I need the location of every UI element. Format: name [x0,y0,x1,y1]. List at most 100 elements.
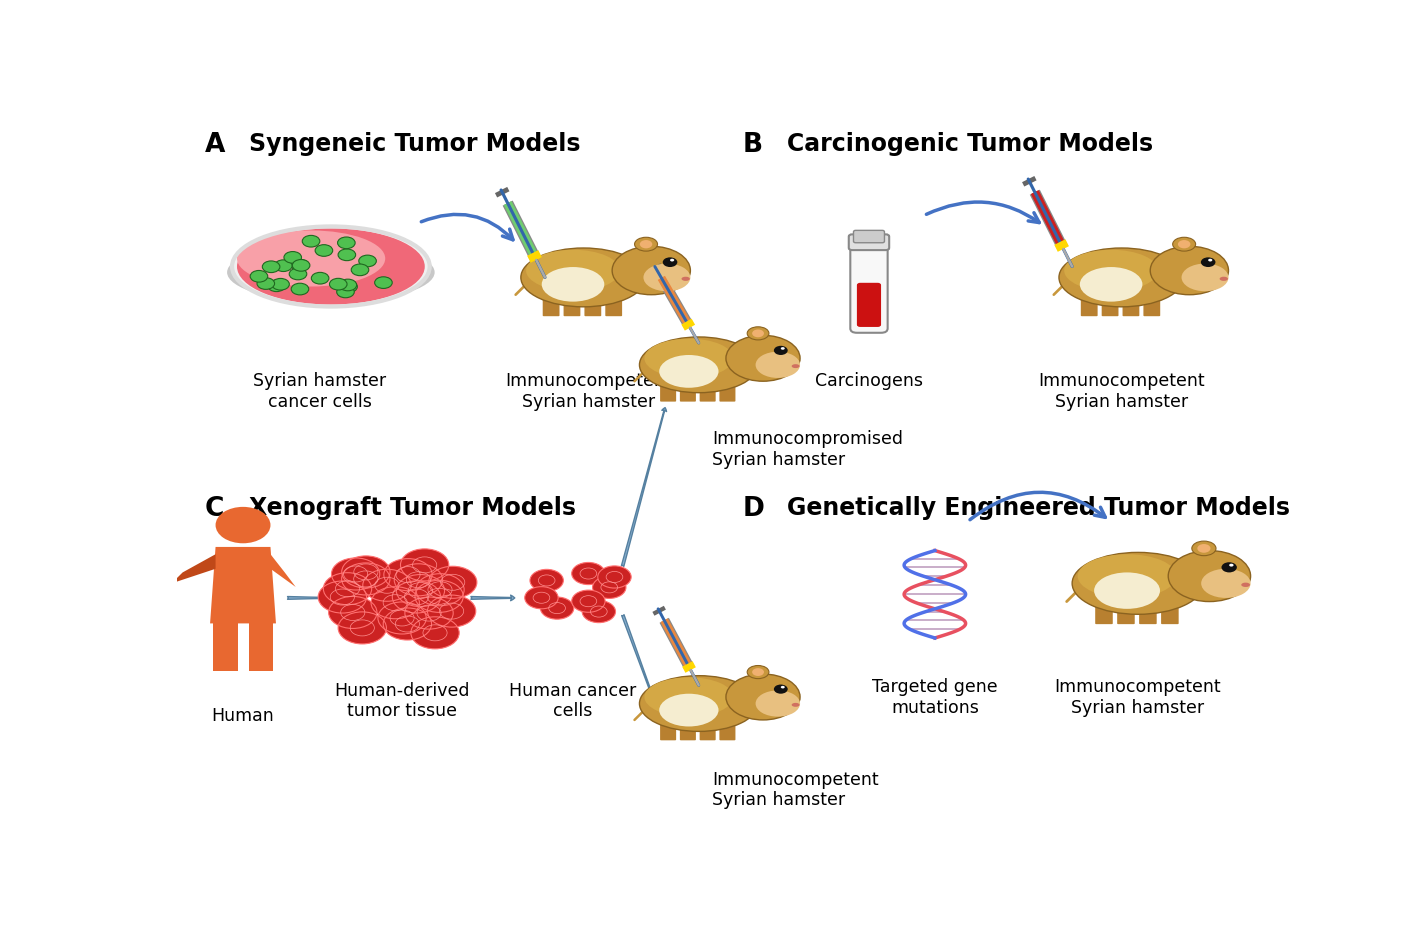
Polygon shape [210,547,276,623]
Circle shape [384,559,432,590]
Ellipse shape [792,703,799,707]
Circle shape [383,608,432,640]
Ellipse shape [645,339,734,378]
FancyBboxPatch shape [720,725,735,741]
Circle shape [340,281,357,292]
Circle shape [540,597,574,620]
Circle shape [337,237,356,249]
Ellipse shape [645,677,734,717]
FancyBboxPatch shape [720,386,735,402]
Ellipse shape [792,364,799,368]
Ellipse shape [526,250,621,291]
FancyBboxPatch shape [543,300,560,316]
Text: Immunocompetent
Syrian hamster: Immunocompetent Syrian hamster [1039,372,1204,411]
Ellipse shape [639,337,758,393]
Circle shape [1229,564,1234,567]
Circle shape [774,685,788,693]
Ellipse shape [752,329,764,338]
Text: Carcinogens: Carcinogens [815,372,922,390]
FancyBboxPatch shape [1144,300,1161,316]
Ellipse shape [227,242,435,303]
Ellipse shape [1173,237,1196,251]
Text: Syngeneic Tumor Models: Syngeneic Tumor Models [248,131,580,156]
Circle shape [374,277,393,289]
Text: Immunocompromised
Syrian hamster: Immunocompromised Syrian hamster [711,430,903,469]
Circle shape [290,283,309,295]
Ellipse shape [1197,544,1210,552]
Circle shape [332,558,380,590]
Circle shape [524,587,558,609]
Ellipse shape [1168,551,1251,602]
Polygon shape [171,554,215,584]
Circle shape [330,278,347,290]
Text: Genetically Engineered Tumor Models: Genetically Engineered Tumor Models [786,496,1289,520]
FancyBboxPatch shape [1095,606,1112,624]
FancyBboxPatch shape [853,231,884,243]
Circle shape [394,564,442,596]
Text: Immunocompetent
Syrian hamster: Immunocompetent Syrian hamster [711,771,879,810]
Circle shape [1221,562,1237,572]
Text: D: D [743,496,765,522]
Text: C: C [204,496,224,522]
FancyBboxPatch shape [680,725,696,741]
Circle shape [363,569,411,602]
FancyBboxPatch shape [605,300,622,316]
FancyBboxPatch shape [700,725,716,741]
FancyBboxPatch shape [1139,606,1156,624]
Ellipse shape [1094,572,1161,609]
Circle shape [405,597,453,629]
Circle shape [302,236,320,247]
Ellipse shape [521,248,646,307]
Circle shape [530,569,564,591]
Ellipse shape [755,691,801,717]
Ellipse shape [1192,541,1216,555]
Circle shape [571,563,605,585]
FancyBboxPatch shape [700,386,716,402]
FancyBboxPatch shape [850,238,887,333]
Ellipse shape [1202,569,1251,598]
FancyBboxPatch shape [564,300,581,316]
FancyBboxPatch shape [1117,606,1135,624]
Circle shape [670,258,674,261]
Text: Immunocompetent
Syrian hamster: Immunocompetent Syrian hamster [506,372,672,411]
Bar [248,622,272,671]
Ellipse shape [659,355,718,388]
Ellipse shape [1220,277,1229,281]
Text: Syrian hamster
cancer cells: Syrian hamster cancer cells [254,372,387,411]
Ellipse shape [755,352,801,378]
Ellipse shape [1073,552,1204,614]
FancyBboxPatch shape [660,386,676,402]
Circle shape [339,249,356,261]
Circle shape [315,245,333,256]
Ellipse shape [726,674,801,720]
Ellipse shape [747,666,769,678]
Circle shape [428,595,476,627]
Ellipse shape [682,277,690,281]
Text: Human cancer
cells: Human cancer cells [509,682,636,721]
Text: B: B [743,131,762,158]
Circle shape [339,612,387,644]
FancyBboxPatch shape [1161,606,1179,624]
Circle shape [1209,258,1213,261]
Ellipse shape [1151,246,1229,295]
Ellipse shape [237,228,425,305]
Circle shape [337,286,354,298]
Circle shape [598,566,631,588]
Circle shape [351,264,368,275]
Ellipse shape [635,237,657,251]
Circle shape [312,272,329,284]
Circle shape [329,596,377,628]
Ellipse shape [232,226,429,307]
FancyBboxPatch shape [1081,300,1098,316]
Circle shape [592,576,626,599]
Circle shape [272,278,289,290]
Circle shape [251,271,268,282]
Circle shape [1200,257,1216,267]
FancyBboxPatch shape [680,386,696,402]
Text: Targeted gene
mutations: Targeted gene mutations [871,678,998,717]
Circle shape [323,572,371,604]
Circle shape [428,567,478,598]
Ellipse shape [640,240,652,249]
Circle shape [582,601,615,622]
Text: Human: Human [211,708,275,726]
